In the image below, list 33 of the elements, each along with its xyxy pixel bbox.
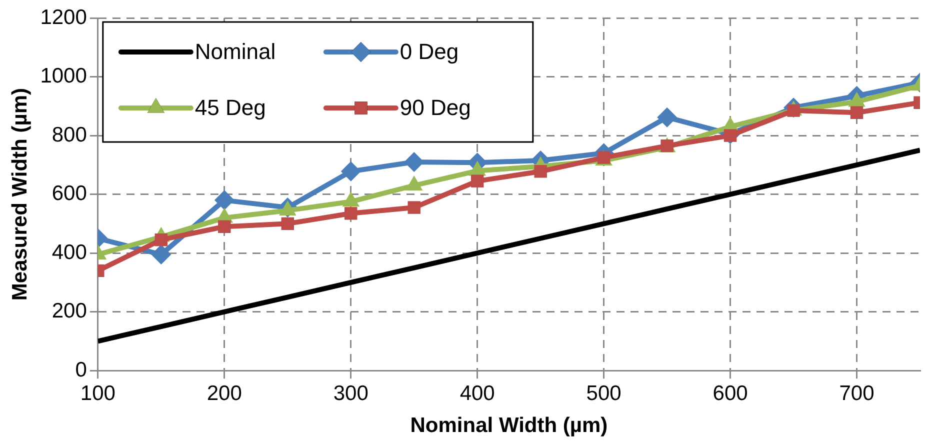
point — [154, 233, 168, 246]
point — [281, 217, 294, 230]
legend-label: 45 Deg — [194, 95, 266, 120]
y-tick-label: 0 — [75, 358, 87, 382]
y-tick-label: 800 — [52, 123, 87, 146]
y-tick-label: 400 — [52, 240, 87, 264]
x-tick-label: 700 — [839, 382, 874, 405]
y-tick-label: 600 — [52, 182, 87, 206]
x-tick-label: 400 — [460, 382, 495, 405]
point — [408, 201, 420, 214]
y-tick-label: 200 — [52, 300, 87, 323]
y-tick-label: 1200 — [40, 6, 87, 29]
point — [340, 161, 361, 182]
x-tick-label: 500 — [586, 382, 622, 405]
x-tick-label: 300 — [333, 382, 368, 405]
legend-label: 90 Deg — [400, 95, 471, 120]
point — [534, 165, 547, 178]
point — [218, 220, 231, 233]
y-tick-label: 1000 — [40, 64, 87, 88]
x-tick-label: 100 — [80, 382, 116, 405]
x-tick-label: 600 — [712, 382, 748, 405]
x-axis-title: Nominal Width (µm) — [410, 414, 608, 438]
point — [344, 207, 358, 220]
point — [470, 174, 484, 188]
x-tick-label: 200 — [206, 382, 242, 405]
y-axis-title: Measured Width (µm) — [8, 88, 32, 301]
point — [214, 190, 234, 210]
legend-label: Nominal — [194, 39, 276, 64]
point — [724, 129, 737, 142]
point — [657, 107, 678, 128]
legend-label: 0 Deg — [400, 39, 459, 64]
point — [151, 244, 172, 265]
point — [850, 106, 864, 119]
